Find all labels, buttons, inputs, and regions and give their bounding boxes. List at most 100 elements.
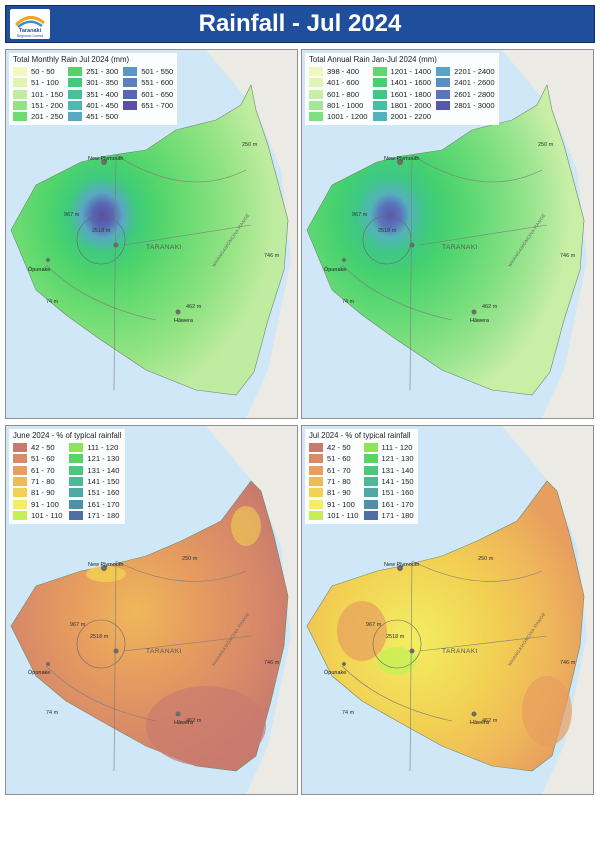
legend-label: 651 - 700 — [141, 101, 174, 111]
map-label-elev-74: 74 m — [46, 710, 59, 716]
map-panel-july-percent: New Plymouth Ōpunake Hāwera TARANAKI WHA… — [301, 425, 594, 795]
legend-label: 201 - 250 — [31, 112, 64, 122]
legend-swatch — [309, 101, 323, 111]
map-label-elev-746: 746 m — [264, 253, 280, 259]
legend-swatch — [372, 112, 387, 122]
map-label-elev-462: 462 m — [186, 718, 202, 724]
map-label-new-plymouth: New Plymouth — [384, 156, 420, 162]
map-label-elev-462: 462 m — [482, 718, 498, 724]
legend-annual: Total Annual Rain Jan-Jul 2024 (mm) 398 … — [305, 53, 499, 126]
legend-label: 50 - 50 — [31, 67, 55, 77]
legend-swatch — [436, 67, 451, 77]
map-label-elev-74: 74 m — [342, 710, 355, 716]
legend-item: 81 - 90 — [309, 487, 359, 498]
legend-label: 101 - 110 — [31, 510, 63, 520]
legend-label: 121 - 130 — [381, 454, 414, 464]
legend-item: 61 - 70 — [13, 465, 64, 476]
legend-swatch — [363, 477, 378, 487]
legend-label: 81 - 90 — [31, 488, 55, 498]
legend-label: 401 - 450 — [86, 101, 119, 111]
legend-item: 401 - 450 — [68, 100, 118, 111]
legend-items: 50 - 50 51 - 100 101 - 150 151 - 200 201 - 2… — [13, 66, 173, 122]
map-label-elev-ring: 967 m — [70, 622, 86, 628]
logo-name: Taranaki — [18, 28, 42, 34]
legend-title: Total Annual Rain Jan-Jul 2024 (mm) — [309, 55, 437, 64]
legend-item: 351 - 400 — [68, 89, 118, 100]
legend-label: 101 - 110 — [327, 510, 359, 520]
map-label-taranaki: TARANAKI — [442, 648, 479, 655]
legend-swatch — [436, 101, 451, 111]
legend-item: 1001 - 1200 — [309, 111, 368, 122]
legend-label: 301 - 350 — [86, 78, 119, 88]
map-label-elev-ring: 967 m — [64, 212, 80, 218]
legend-swatch — [13, 443, 27, 453]
map-label-elev-250: 250 m — [242, 142, 258, 148]
legend-label: 71 - 80 — [31, 477, 55, 487]
map-label-hawera: Hāwera — [174, 720, 193, 726]
legend-label: 398 - 400 — [327, 67, 360, 77]
legend-swatch — [309, 78, 323, 88]
legend-label: 131 - 140 — [381, 465, 414, 475]
map-panel-june-percent: New Plymouth Ōpunake Hāwera TARANAKI WHA… — [5, 425, 298, 795]
legend-item: 2401 - 2600 — [436, 77, 495, 88]
legend-swatch — [436, 89, 451, 99]
legend-label: 2601 - 2800 — [454, 89, 495, 99]
map-label-elev-ring: 967 m — [366, 622, 382, 628]
legend-label: 151 - 160 — [381, 488, 414, 498]
legend-monthly: Total Monthly Rain Jul 2024 (mm) 50 - 50… — [9, 53, 178, 126]
legend-label: 2201 - 2400 — [454, 67, 495, 77]
map-label-elev-peak: 2518 m — [386, 634, 405, 640]
legend-swatch — [123, 67, 138, 77]
legend-swatch — [363, 443, 378, 453]
legend-swatch — [363, 488, 378, 498]
council-logo: Taranaki Regional Council — [10, 9, 50, 39]
legend-label: 151 - 200 — [31, 101, 64, 111]
legend-swatch — [123, 89, 138, 99]
legend-label: 91 - 100 — [327, 499, 355, 509]
legend-label: 171 - 180 — [381, 510, 414, 520]
legend-item: 101 - 110 — [309, 510, 359, 521]
map-label-elev-250: 250 m — [182, 556, 198, 562]
legend-item: 131 - 140 — [363, 465, 414, 476]
legend-item: 451 - 500 — [68, 111, 118, 122]
legend-item: 2801 - 3000 — [436, 100, 495, 111]
legend-june: June 2024 - % of typical rainfall 42 - 5… — [9, 429, 126, 525]
legend-item: 111 - 120 — [69, 442, 121, 453]
legend-label: 71 - 80 — [327, 477, 351, 487]
legend-swatch — [363, 510, 378, 520]
legend-item: 601 - 800 — [309, 89, 368, 100]
map-label-elev-peak: 2518 m — [378, 228, 397, 234]
legend-title: Jul 2024 - % of typical rainfall — [309, 431, 411, 440]
legend-item: 161 - 170 — [69, 498, 121, 509]
legend-item: 2001 - 2200 — [372, 111, 431, 122]
legend-item: 131 - 140 — [69, 465, 121, 476]
legend-item: 2601 - 2800 — [436, 89, 495, 100]
legend-swatch — [13, 499, 27, 509]
legend-swatch — [69, 510, 84, 520]
map-label-opunake: Ōpunake — [28, 267, 51, 273]
legend-swatch — [68, 89, 83, 99]
map-label-elev-462: 462 m — [186, 304, 202, 310]
legend-swatch — [363, 499, 378, 509]
legend-item: 501 - 550 — [123, 66, 173, 77]
legend-item: 1801 - 2000 — [372, 100, 431, 111]
legend-label: 61 - 70 — [327, 465, 351, 475]
legend-item: 71 - 80 — [309, 476, 359, 487]
legend-swatch — [363, 454, 378, 464]
legend-swatch — [13, 465, 27, 475]
legend-items: 42 - 50 51 - 60 61 - 70 71 - 80 81 - 90 91 - … — [309, 442, 414, 521]
legend-label: 91 - 100 — [31, 499, 59, 509]
legend-swatch — [69, 454, 84, 464]
map-label-elev-746: 746 m — [560, 660, 576, 666]
legend-item: 91 - 100 — [13, 498, 64, 509]
legend-item: 551 - 600 — [123, 77, 173, 88]
legend-swatch — [69, 465, 84, 475]
legend-label: 42 - 50 — [327, 443, 351, 453]
legend-item: 121 - 130 — [363, 453, 414, 464]
legend-swatch — [13, 112, 27, 122]
legend-swatch — [436, 78, 451, 88]
legend-label: 401 - 600 — [327, 78, 360, 88]
legend-label: 101 - 150 — [31, 89, 64, 99]
legend-item: 1601 - 1800 — [372, 89, 431, 100]
legend-swatch — [13, 89, 27, 99]
